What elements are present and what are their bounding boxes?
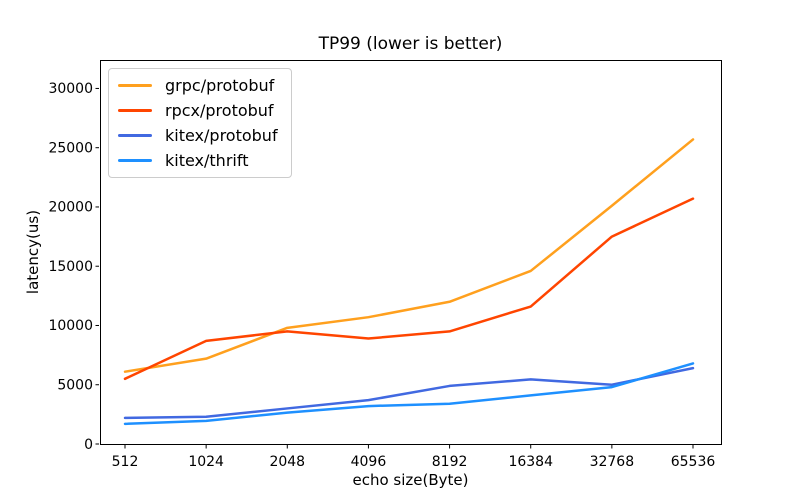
chart-title: TP99 (lower is better) bbox=[318, 34, 503, 54]
y-tick-label: 20000 bbox=[48, 200, 93, 216]
x-tick-label: 8192 bbox=[432, 454, 468, 470]
series-line-kitex-thrift bbox=[123, 362, 695, 426]
axes-frame bbox=[100, 60, 722, 445]
y-tick-label: 10000 bbox=[48, 318, 93, 334]
legend-label: kitex/thrift bbox=[165, 151, 249, 170]
x-tick-label: 4096 bbox=[351, 454, 387, 470]
series-line-rpcx-protobuf bbox=[123, 197, 695, 381]
x-tick-label: 2048 bbox=[269, 454, 305, 470]
legend: grpc/protobuf rpcx/protobuf kitex/protob… bbox=[108, 68, 292, 178]
legend-entry: grpc/protobuf bbox=[109, 76, 291, 95]
x-tick-label: 16384 bbox=[508, 454, 553, 470]
legend-label: rpcx/protobuf bbox=[165, 101, 274, 120]
y-tick-label: 0 bbox=[84, 437, 93, 453]
legend-label: grpc/protobuf bbox=[165, 76, 275, 95]
x-tick-label: 32768 bbox=[590, 454, 635, 470]
legend-swatch-rpcx-protobuf bbox=[118, 109, 152, 112]
legend-swatch-kitex-thrift bbox=[118, 159, 152, 162]
y-axis-label: latency(us) bbox=[24, 209, 42, 295]
legend-entry: rpcx/protobuf bbox=[109, 101, 291, 120]
legend-swatch-grpc-protobuf bbox=[118, 84, 152, 87]
x-axis-label: echo size(Byte) bbox=[352, 471, 469, 489]
series-line-kitex-protobuf bbox=[123, 366, 695, 420]
x-tick-label: 1024 bbox=[188, 454, 224, 470]
legend-label: kitex/protobuf bbox=[165, 126, 278, 145]
legend-swatch-kitex-protobuf bbox=[118, 134, 152, 137]
legend-entry: kitex/protobuf bbox=[109, 126, 291, 145]
y-tick-label: 25000 bbox=[48, 140, 93, 156]
x-tick-label: 512 bbox=[112, 454, 139, 470]
y-tick-label: 30000 bbox=[48, 81, 93, 97]
y-tick-label: 5000 bbox=[57, 378, 93, 394]
y-tick-label: 15000 bbox=[48, 259, 93, 275]
series-line-grpc-protobuf bbox=[123, 138, 695, 373]
x-tick-label: 65536 bbox=[671, 454, 716, 470]
legend-entry: kitex/thrift bbox=[109, 151, 291, 170]
